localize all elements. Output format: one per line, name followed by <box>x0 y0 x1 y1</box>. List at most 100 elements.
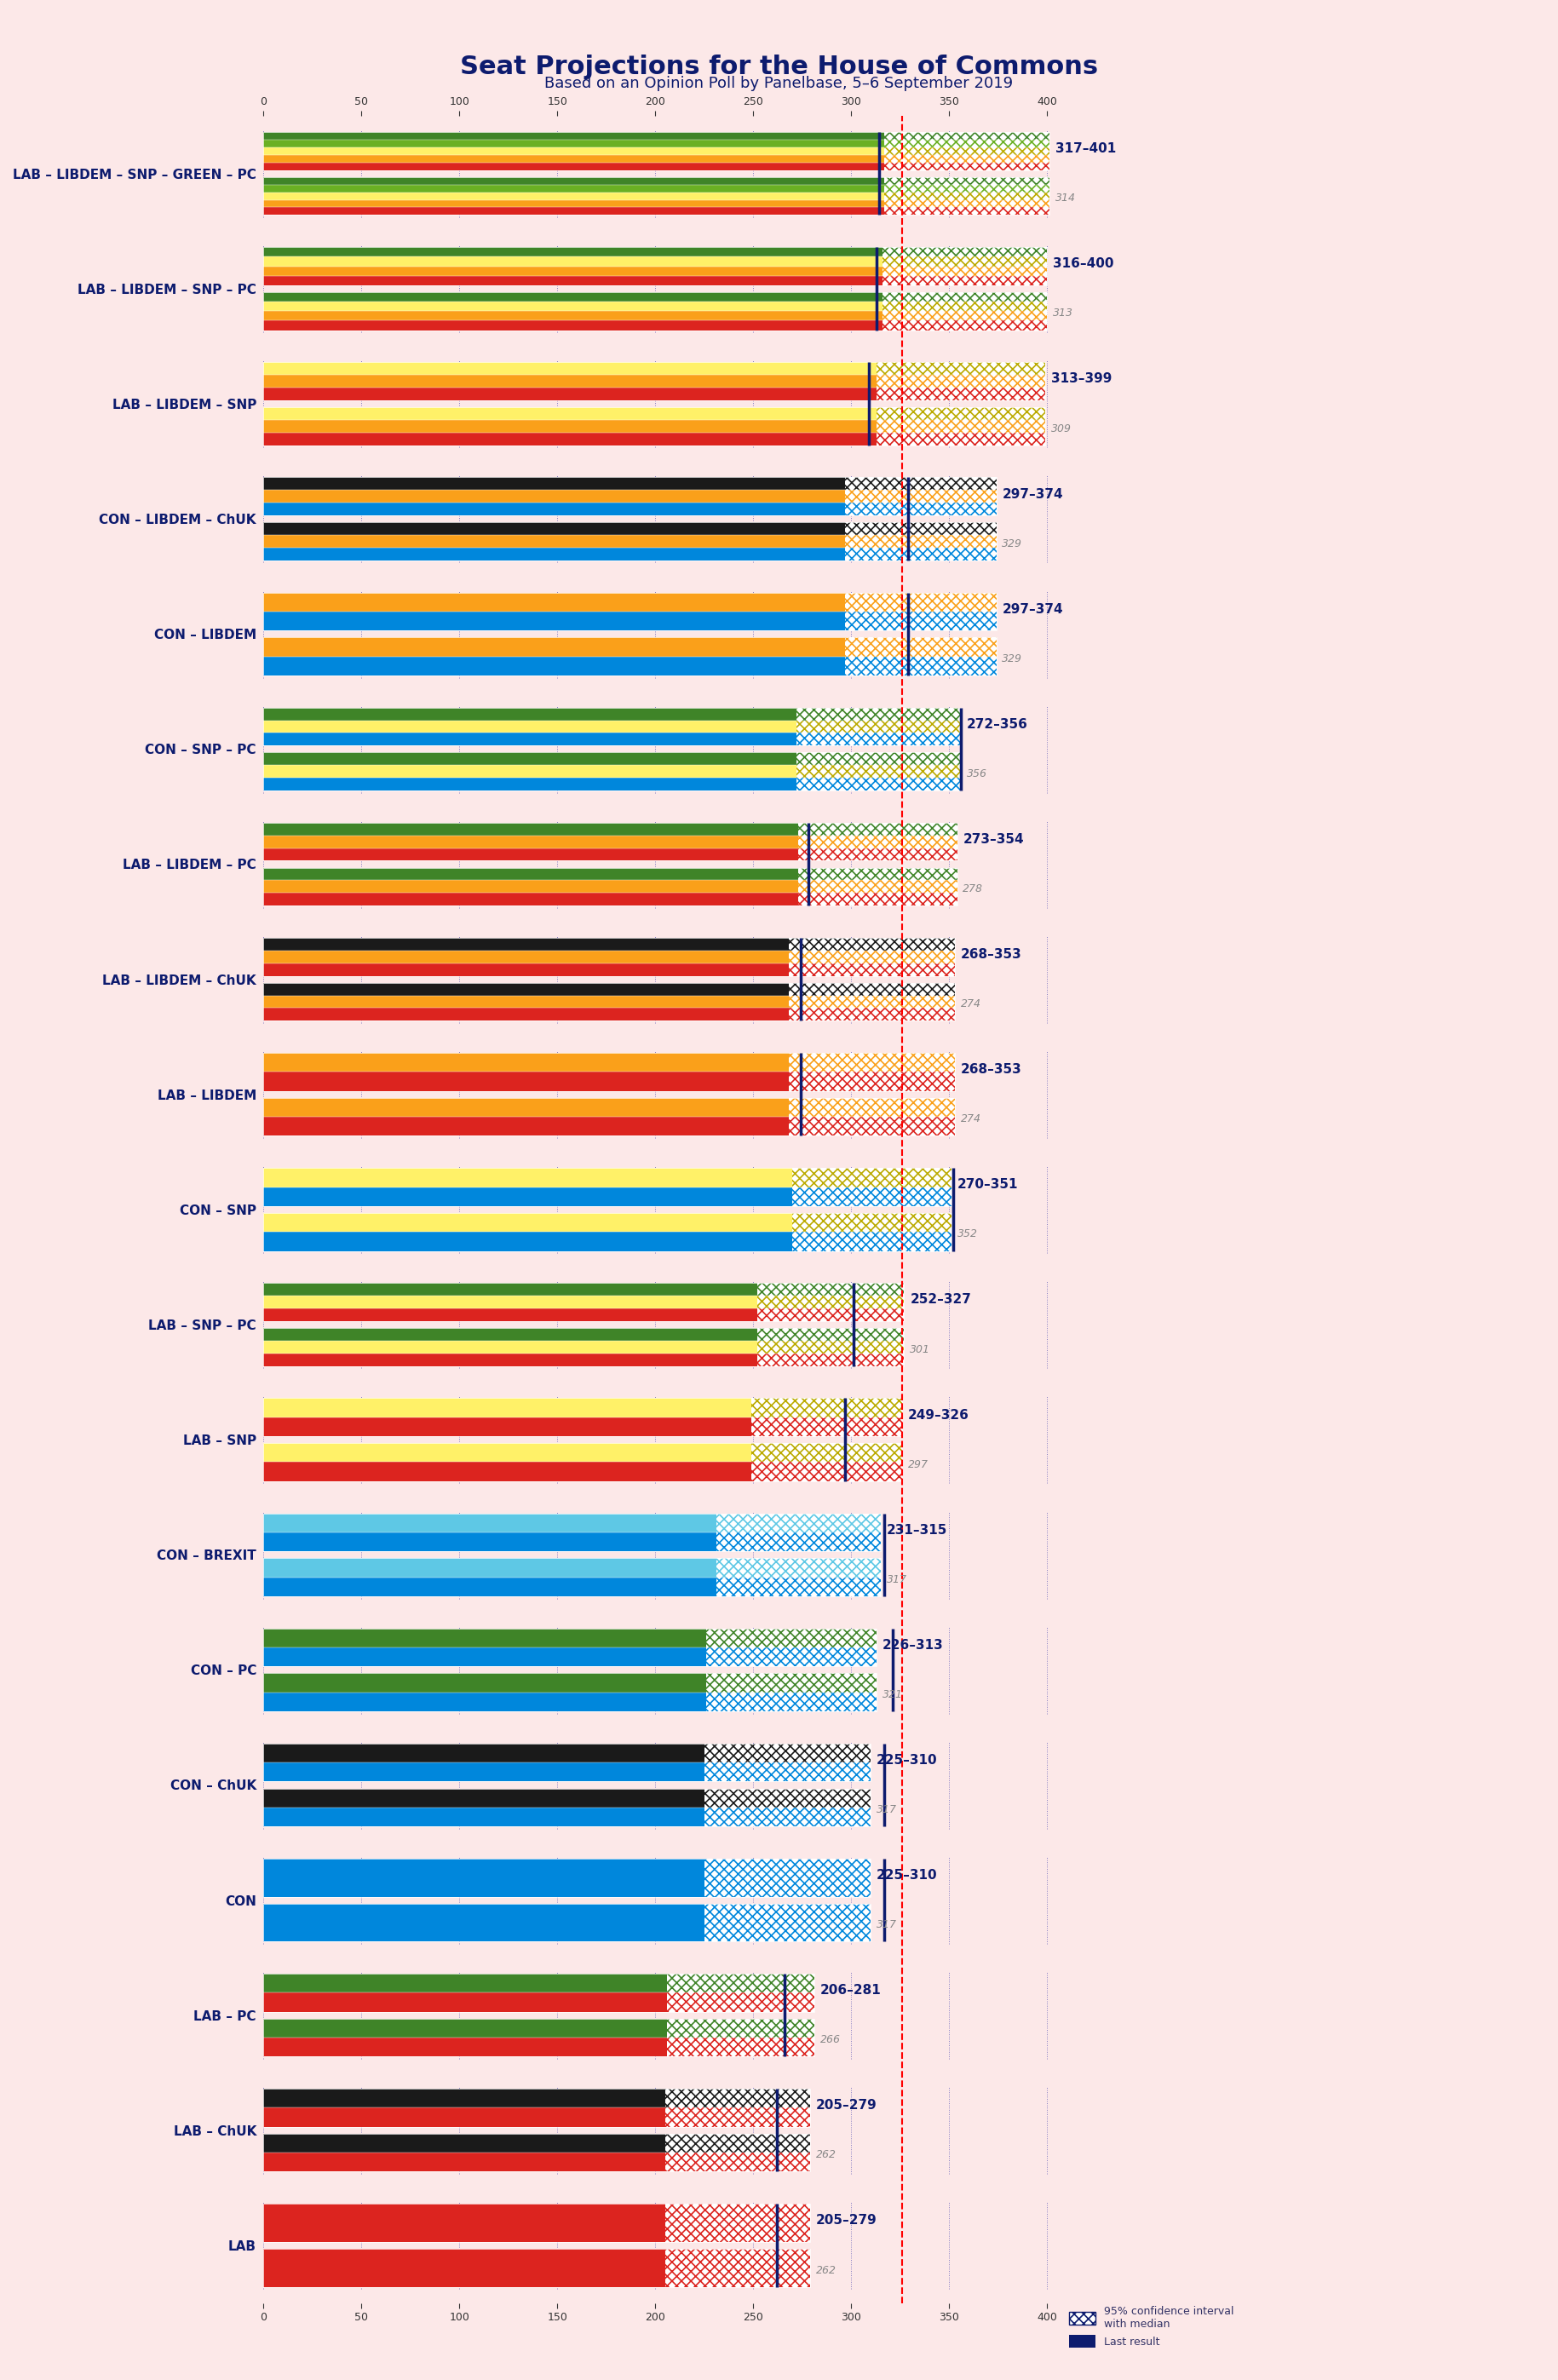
Bar <box>796 707 961 721</box>
Bar <box>263 293 1047 331</box>
Bar <box>788 983 955 995</box>
Bar <box>846 638 996 657</box>
Text: 274: 274 <box>961 1114 982 1126</box>
Bar <box>751 1442 902 1461</box>
Bar <box>263 869 798 881</box>
Bar <box>263 267 882 276</box>
Legend: 95% confidence interval
with median, Last result: 95% confidence interval with median, Las… <box>1064 2301 1239 2351</box>
Bar <box>788 1052 955 1071</box>
Text: 313–399: 313–399 <box>1052 374 1112 386</box>
Bar <box>882 321 1047 331</box>
Bar <box>751 1416 902 1435</box>
Text: 270–351: 270–351 <box>957 1178 1017 1190</box>
Bar <box>263 2018 667 2037</box>
Bar <box>263 521 846 536</box>
Bar <box>263 823 957 862</box>
Text: 317: 317 <box>877 1918 897 1930</box>
Bar <box>788 1009 955 1021</box>
Bar <box>788 1097 955 1116</box>
Bar <box>704 1859 871 1897</box>
Bar <box>757 1328 904 1340</box>
Bar <box>706 1692 877 1711</box>
Text: 317: 317 <box>887 1573 907 1585</box>
Bar <box>263 938 788 950</box>
Bar <box>846 657 996 676</box>
Bar <box>263 155 885 162</box>
Bar <box>757 1340 904 1354</box>
Bar <box>667 2037 813 2056</box>
Bar <box>667 2018 813 2037</box>
Bar <box>263 1973 667 1992</box>
Bar <box>882 276 1047 286</box>
Bar <box>665 2154 810 2171</box>
Bar <box>798 835 957 847</box>
Bar <box>263 1673 706 1692</box>
Bar <box>263 1169 952 1207</box>
Text: 231–315: 231–315 <box>887 1523 947 1537</box>
Bar <box>263 133 885 140</box>
Bar <box>263 752 796 766</box>
Bar <box>263 2109 665 2128</box>
Bar <box>263 892 798 907</box>
Bar <box>263 766 796 778</box>
Bar <box>263 547 846 559</box>
Bar <box>263 1328 904 1366</box>
Bar <box>263 638 996 676</box>
Bar <box>798 847 957 862</box>
Bar <box>798 835 957 847</box>
Bar <box>846 612 996 631</box>
Bar <box>788 1097 955 1116</box>
Bar <box>665 2135 810 2154</box>
Bar <box>788 1071 955 1090</box>
Bar <box>877 407 1045 419</box>
Bar <box>263 1787 871 1825</box>
Bar <box>263 1071 788 1090</box>
Bar <box>788 950 955 964</box>
Bar <box>263 1188 793 1207</box>
Text: Seat Projections for the House of Commons: Seat Projections for the House of Common… <box>460 55 1098 79</box>
Bar <box>263 950 788 964</box>
Bar <box>263 1973 813 2011</box>
Bar <box>788 1071 955 1090</box>
Bar <box>263 248 882 257</box>
Bar <box>263 1764 704 1783</box>
Bar <box>846 536 996 547</box>
Bar <box>751 1461 902 1480</box>
Bar <box>788 964 955 976</box>
Bar <box>757 1328 904 1340</box>
Bar <box>846 593 996 612</box>
Bar <box>846 478 996 490</box>
Bar <box>263 869 957 907</box>
Bar <box>263 362 877 376</box>
Bar <box>882 257 1047 267</box>
Text: 249–326: 249–326 <box>908 1409 969 1421</box>
Bar <box>263 835 798 847</box>
Bar <box>798 869 957 881</box>
Bar <box>846 547 996 559</box>
Bar <box>877 376 1045 388</box>
Bar <box>717 1578 880 1597</box>
Bar <box>263 321 882 331</box>
Bar <box>885 207 1049 214</box>
Bar <box>263 752 961 790</box>
Bar <box>704 1787 871 1806</box>
Bar <box>788 983 955 995</box>
Bar <box>704 1764 871 1783</box>
Bar <box>885 133 1049 140</box>
Bar <box>704 1904 871 1942</box>
Bar <box>882 267 1047 276</box>
Bar <box>798 892 957 907</box>
Bar <box>846 547 996 559</box>
Bar <box>263 2135 810 2171</box>
Bar <box>263 1052 955 1090</box>
Text: 297–374: 297–374 <box>1002 488 1063 500</box>
Bar <box>877 433 1045 445</box>
Bar <box>263 593 846 612</box>
Bar <box>263 1116 788 1135</box>
Bar <box>793 1233 952 1252</box>
Bar <box>704 1806 871 1825</box>
Bar <box>793 1188 952 1207</box>
Bar <box>263 1514 880 1552</box>
Bar <box>263 207 885 214</box>
Bar <box>263 1559 717 1578</box>
